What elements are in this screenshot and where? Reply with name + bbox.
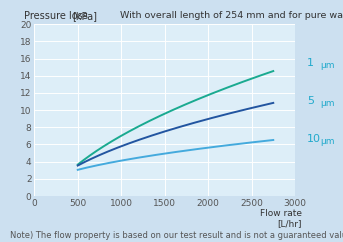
Text: μm: μm	[320, 137, 334, 146]
Text: 10: 10	[307, 134, 321, 144]
Text: [kPa]: [kPa]	[72, 11, 97, 21]
Text: 1: 1	[307, 58, 314, 68]
Text: 5: 5	[307, 96, 314, 106]
Text: With overall length of 254 mm and for pure water at 22°C: With overall length of 254 mm and for pu…	[120, 11, 343, 20]
Text: Note) The flow property is based on our test result and is not a guaranteed valu: Note) The flow property is based on our …	[10, 231, 343, 240]
Text: μm: μm	[320, 98, 334, 108]
Text: [L/hr]: [L/hr]	[277, 219, 302, 228]
Text: Flow rate: Flow rate	[260, 209, 302, 218]
Text: Pressure loss: Pressure loss	[24, 11, 88, 21]
Text: μm: μm	[320, 61, 334, 70]
